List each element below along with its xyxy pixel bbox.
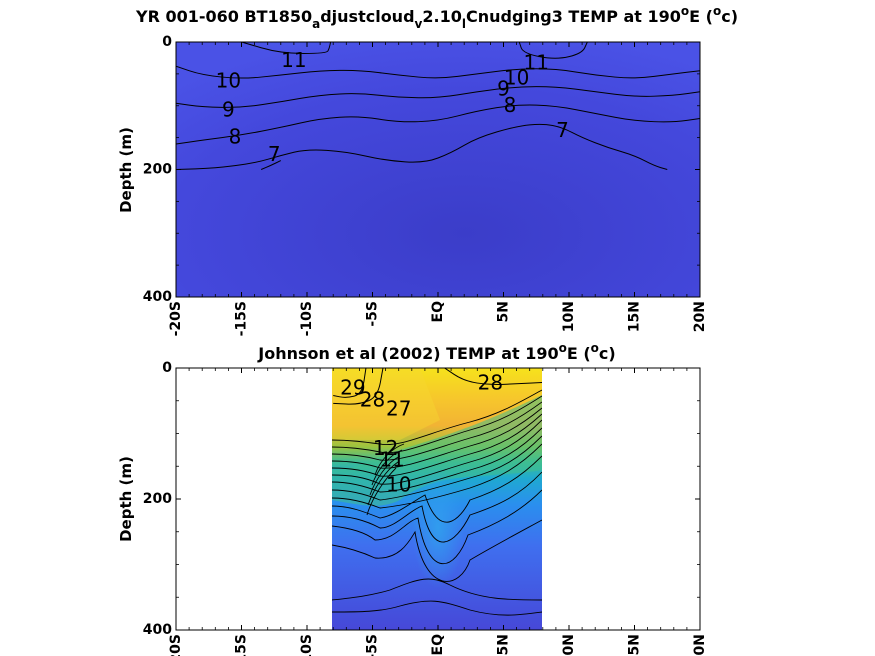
- title-part: o: [591, 341, 599, 355]
- contour-label: 11: [281, 48, 306, 72]
- x-tick-label: -20S: [168, 634, 184, 656]
- contour-label: 9: [222, 98, 235, 122]
- contour-line-9: [176, 86, 700, 108]
- bottom-panel-ticks: -20S -15S -10S -5S EQ 5N 10N 15N 20N 0 200 400: [143, 360, 708, 656]
- bottom-panel-upper-warm-wedge: [332, 368, 440, 440]
- contour-line-28: [444, 368, 542, 386]
- contour-label: 7: [268, 142, 281, 166]
- x-tick-label: 10N: [561, 301, 577, 332]
- y-tick-label: 0: [162, 360, 172, 376]
- contour-label: 28: [360, 387, 385, 411]
- top-panel-ticks: -20S -15S -10S -5S EQ 5N 10N 15N 20N 0 200 400: [143, 34, 708, 336]
- x-tick-label: -10S: [299, 634, 315, 656]
- bottom-panel-ylabel: Depth (m): [117, 456, 135, 542]
- title-part: E (: [689, 7, 713, 26]
- title-part: v: [415, 17, 423, 31]
- x-tick-label: 20N: [692, 301, 708, 332]
- contour-line-7: [260, 160, 282, 170]
- contour-label: 8: [504, 93, 517, 117]
- bottom-panel-title: Johnson et al (2002) TEMP at 190oE (oc): [257, 341, 615, 363]
- top-panel-ylabel: Depth (m): [117, 127, 135, 213]
- contour-label: 10: [504, 66, 529, 90]
- x-tick-label: 5N: [496, 634, 512, 655]
- contour-line-11: [241, 42, 332, 54]
- x-tick-label: EQ: [430, 301, 446, 323]
- bottom-panel: Johnson et al (2002) TEMP at 190oE (oc) …: [117, 341, 708, 656]
- title-part: o: [681, 4, 689, 18]
- contour-line-29: [333, 368, 367, 398]
- x-tick-label: 15N: [627, 301, 643, 332]
- y-tick-label: 0: [162, 34, 172, 50]
- bottom-panel-thermocline-tilt: [332, 395, 542, 506]
- contour-label: 12: [373, 436, 398, 460]
- contour-label: 10: [216, 68, 241, 92]
- title-part: Cnudging3 TEMP at 190: [466, 7, 681, 26]
- title-part: YR 001-060 BT1850: [135, 7, 312, 26]
- contour-label: 29: [340, 376, 365, 400]
- thermocline-contour-bundle: [332, 389, 542, 616]
- bottom-panel-field-detail: [332, 368, 542, 588]
- top-panel-warm-patch-left: [176, 42, 420, 100]
- contour-line-8: [176, 104, 700, 145]
- bottom-panel-cold-tongue: [412, 468, 464, 588]
- x-tick-label: -15S: [234, 634, 250, 656]
- title-part: E (: [567, 344, 591, 363]
- contour-label: 8: [229, 124, 242, 148]
- contour-line-11: [518, 42, 588, 59]
- title-part: c): [721, 7, 738, 26]
- title-part: a: [312, 17, 320, 31]
- x-tick-label: 5N: [496, 301, 512, 322]
- title-part: Johnson et al (2002) TEMP at 190: [257, 344, 558, 363]
- x-tick-label: 15N: [627, 634, 643, 656]
- contour-label: 11: [524, 50, 549, 74]
- y-tick-label: 200: [143, 491, 172, 507]
- title-part: 2.10: [422, 7, 461, 26]
- y-tick-label: 200: [143, 162, 172, 178]
- x-tick-label: -20S: [168, 301, 184, 336]
- contour-label: 11: [379, 448, 404, 472]
- x-tick-label: EQ: [430, 634, 446, 656]
- x-tick-label: -5S: [365, 634, 381, 656]
- top-panel: YR 001-060 BT1850adjustcloudv2.10lCnudgi…: [117, 4, 738, 336]
- contour-line-28: [333, 368, 384, 405]
- title-part: c): [599, 344, 616, 363]
- contour-label: 7: [556, 118, 569, 142]
- x-tick-label: -10S: [299, 301, 315, 336]
- x-tick-label: 20N: [692, 634, 708, 656]
- contour-line-10: [176, 65, 700, 79]
- top-panel-warm-patch-right: [450, 42, 670, 90]
- x-tick-label: 10N: [561, 634, 577, 656]
- thermocline-contour-steep: [366, 443, 405, 516]
- bottom-panel-contours: [332, 389, 542, 616]
- title-part: l: [462, 17, 466, 31]
- title-part: djustcloud: [320, 7, 414, 26]
- contour-line-7: [176, 123, 668, 170]
- y-tick-label: 400: [143, 622, 172, 638]
- y-tick-label: 400: [143, 289, 172, 305]
- x-tick-label: -15S: [234, 301, 250, 336]
- title-part: o: [559, 341, 567, 355]
- top-panel-title: YR 001-060 BT1850adjustcloudv2.10lCnudgi…: [135, 4, 738, 31]
- contour-label: 27: [386, 397, 411, 421]
- contour-label: 10: [386, 473, 411, 497]
- top-panel-contours: [176, 42, 700, 170]
- contour-label: 28: [478, 370, 503, 394]
- x-tick-label: -5S: [365, 301, 381, 327]
- contour-label: 9: [497, 77, 510, 101]
- title-part: o: [713, 4, 721, 18]
- bottom-panel-data-contours: [333, 368, 542, 405]
